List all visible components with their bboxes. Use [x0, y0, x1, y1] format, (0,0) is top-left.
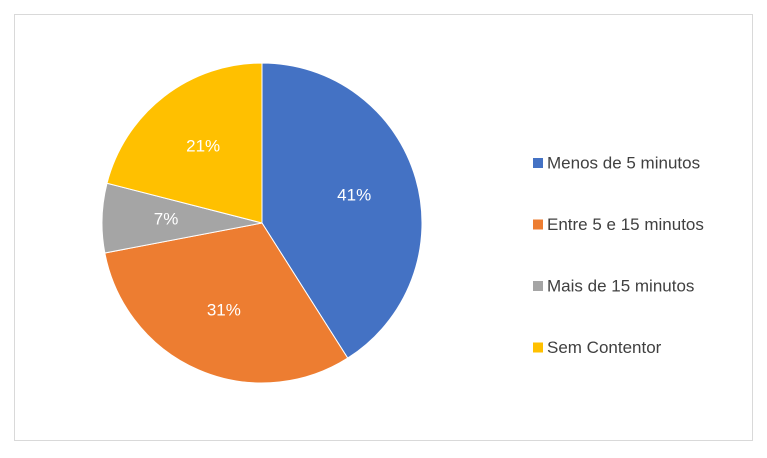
legend-label: Sem Contentor: [547, 338, 662, 357]
data-label: 7%: [154, 209, 179, 228]
legend-label: Mais de 15 minutos: [547, 276, 694, 295]
legend-label: Entre 5 e 15 minutos: [547, 215, 704, 234]
data-label: 41%: [337, 186, 371, 205]
data-label: 21%: [186, 137, 220, 156]
legend-swatch: [533, 219, 543, 230]
legend-swatch: [533, 342, 543, 353]
legend-swatch: [533, 158, 543, 168]
pie-slice: [106, 62, 263, 224]
legend-label: Menos de 5 minutos: [547, 153, 700, 172]
data-label: 31%: [207, 301, 241, 320]
pie-slice: [104, 222, 349, 384]
pie-slice: [261, 62, 423, 359]
legend-swatch: [533, 281, 543, 291]
